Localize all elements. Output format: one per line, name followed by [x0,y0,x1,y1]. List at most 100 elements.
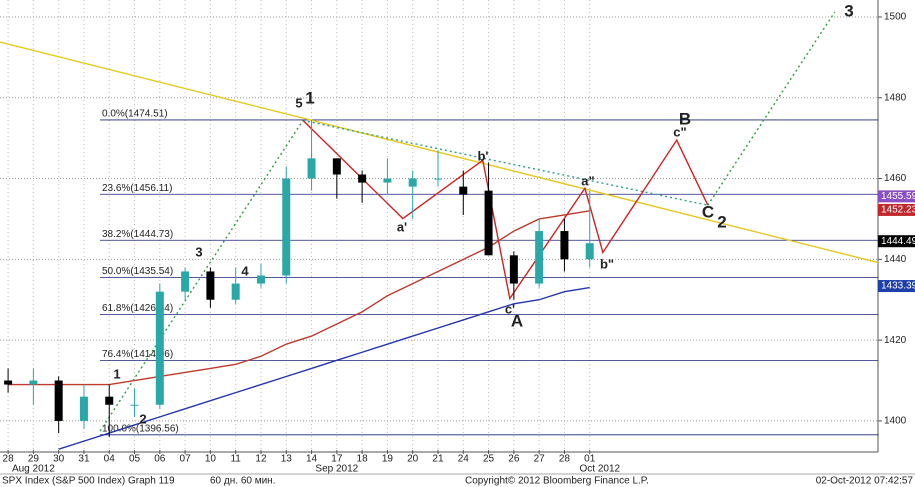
x-tick-label: 12 [255,454,267,465]
candle-body [231,283,240,300]
x-tick-label: 06 [154,454,166,465]
candle-body [560,231,569,260]
wave-label: 1 [113,366,120,381]
candle-body [383,178,392,183]
fib-label: 76.4%(1414.96) [102,349,173,360]
fib-label: 38.2%(1444.73) [102,229,173,240]
price-tag [878,235,915,248]
x-tick-label: 25 [483,454,495,465]
footer-period: 60 дн. 60 мин. [210,476,275,487]
candle-body [54,380,63,421]
wave-label: 5 [295,95,302,110]
price-tag [878,203,915,216]
candle-body [79,396,88,421]
fib-label: 50.0%(1435.54) [102,266,173,277]
trendline [302,119,708,206]
y-tick-label: 1500 [884,12,907,23]
wave-label: 3 [195,244,202,259]
y-tick-label: 1420 [884,335,907,346]
wave-label: B [679,109,691,128]
price-tag-label: 1452.23 [881,205,915,216]
x-tick-label: 07 [180,454,192,465]
candle-body [29,380,38,385]
price-tag-label: 1433.39 [881,281,915,292]
candle-body [105,396,114,405]
wave-label: a" [581,173,594,188]
wave-label: 2 [717,212,726,231]
x-tick-label: 21 [432,454,444,465]
fib-label: 61.8%(1426.34) [102,303,173,314]
price-tag [878,190,915,203]
fib-label: 0.0%(1474.51) [102,109,168,120]
month-label: Aug 2012 [12,464,55,475]
wave-label: 1 [305,88,314,107]
y-tick-label: 1400 [884,416,907,427]
wave-label: A [511,311,523,330]
candle-body [408,178,417,187]
wave-label: 4 [241,263,249,278]
x-tick-label: 24 [458,454,470,465]
candle-body [155,291,164,405]
moving-average [58,286,590,450]
candle-body [509,255,518,284]
x-tick-label: 10 [205,454,217,465]
candle-body [307,158,316,179]
y-tick-label: 1440 [884,254,907,265]
candle-body [358,174,367,183]
candle-body [332,158,341,175]
x-tick-label: 29 [28,454,40,465]
month-label: Oct 2012 [580,464,621,475]
candle-body [206,271,215,300]
x-tick-label: 17 [331,454,343,465]
fib-label: 100.0%(1396.56) [102,423,179,434]
candle-body [585,243,594,260]
candle-body [535,231,544,284]
trendline [302,119,709,301]
footer-security: SPX Index (S&P 500 Index) Graph 119 [2,476,175,487]
trendline [707,11,836,206]
moving-average [8,210,590,386]
x-tick-label: 14 [306,454,318,465]
x-tick-label: 18 [357,454,369,465]
candle-body [484,190,493,256]
trendline [99,119,304,432]
footer-copyright: Copyright© 2012 Bloomberg Finance L.P. [465,476,649,487]
x-tick-label: 20 [407,454,419,465]
trendline [0,41,879,264]
price-tag-label: 1444.49 [881,236,915,247]
x-tick-label: 30 [53,454,65,465]
x-tick-label: 01 [584,454,596,465]
wave-label: c" [673,124,686,139]
x-tick-label: 31 [78,454,90,465]
month-label: Sep 2012 [315,464,358,475]
candle-body [459,186,468,195]
wave-label: b" [600,256,614,271]
footer-timestamp: 02-Oct-2012 07:42:57 [816,476,914,487]
candle-body [130,404,139,406]
wave-label: a' [397,219,407,234]
wave-label: 3 [844,1,853,20]
price-tag-label: 1455.59 [881,191,915,202]
x-tick-label: 26 [508,454,520,465]
wave-label: b' [477,148,488,163]
wave-label: c' [505,301,515,316]
x-tick-label: 13 [281,454,293,465]
x-tick-label: 28 [559,454,571,465]
candle-body [433,178,442,180]
candle-body [282,178,291,276]
x-tick-label: 11 [230,454,241,465]
x-tick-label: 04 [104,454,116,465]
x-tick-label: 05 [129,454,141,465]
candle-body [256,275,265,284]
candle-body [4,380,13,385]
fib-label: 23.6%(1456.11) [102,183,172,194]
x-tick-label: 27 [534,454,546,465]
x-tick-label: 28 [3,454,15,465]
y-tick-label: 1480 [884,92,907,103]
x-tick-label: 19 [382,454,394,465]
wave-label: C [702,202,714,221]
y-tick-label: 1460 [884,173,907,184]
wave-label: 2 [139,411,146,426]
